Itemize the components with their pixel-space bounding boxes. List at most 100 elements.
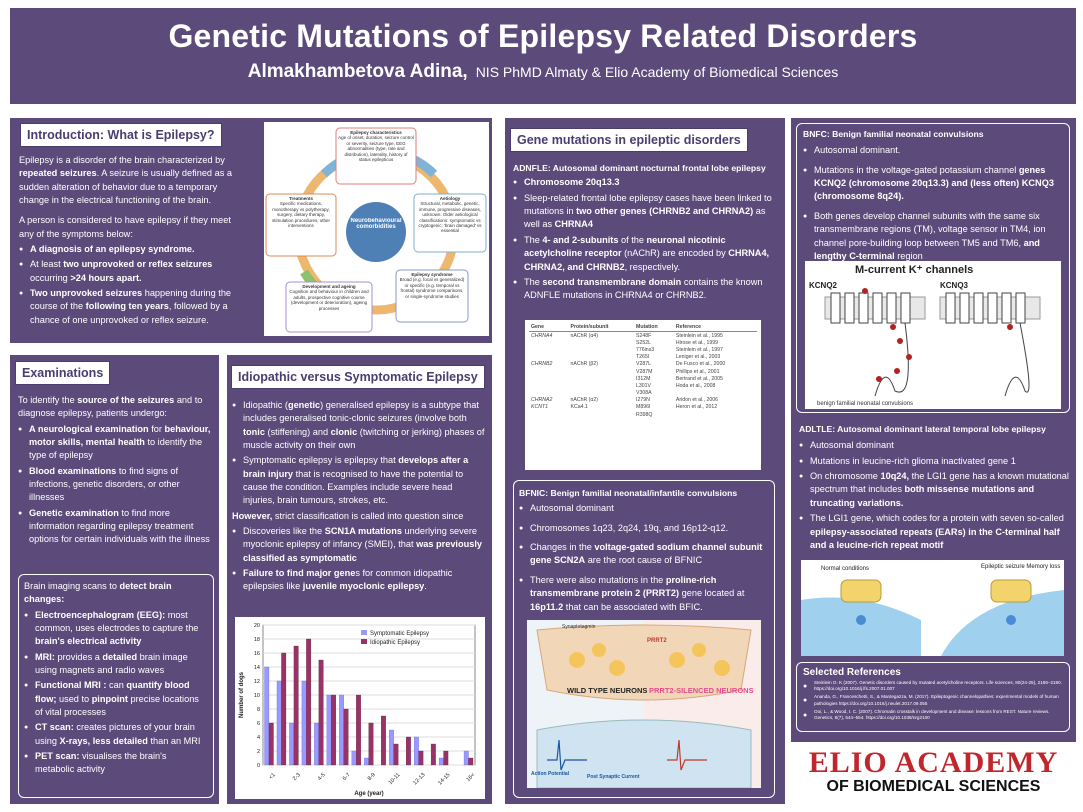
x-axis-label: Age (year) (354, 791, 383, 797)
legend-swatch (361, 630, 367, 635)
exam-bullet: Blood examinations to find signs of infe… (18, 465, 214, 505)
node-title: Epilepsy syndrome (411, 272, 453, 277)
table-cell: V287L (636, 361, 652, 368)
bar-symptomatic (463, 750, 469, 766)
intro-bullet: At least two unprovoked or reflex seizur… (19, 258, 247, 285)
y-tick-label: 16 (254, 651, 260, 657)
bfnic-heading: BFNIC: Benign familial neonatal/infantil… (519, 488, 738, 498)
table-cell (568, 339, 634, 346)
x-tick-label: 16< (466, 772, 477, 783)
bar-idiopathic (393, 743, 399, 766)
bar-symptomatic (351, 750, 357, 766)
intro-text-b: repeated seizures (19, 168, 97, 179)
intro-bullet: Two unprovoked seizures happening during… (19, 287, 247, 327)
bar-symptomatic (413, 736, 419, 766)
intro-text-2: A person is considered to have epilepsy … (19, 215, 231, 239)
node-title: Treatments (288, 196, 313, 201)
bar-idiopathic (430, 743, 436, 766)
table-cell: Bertrand et al., 2005 (675, 375, 723, 382)
table-row: 776ins3 Steinlein et al., 1997 (529, 346, 757, 353)
intro-bullet: A diagnosis of an epilepsy syndrome. (19, 243, 247, 256)
adnfle-bullet: Chromosome 20q13.3 (513, 176, 779, 189)
table-cell (529, 368, 568, 375)
bar-symptomatic (438, 757, 444, 766)
table-row: CHRNA2 nAChR (α2) I279N Aridon et al., 2006 (529, 397, 757, 404)
adnfle-bullet: The second transmembrane domain contains… (513, 276, 779, 303)
table-row: V287M Phillips et al., 2001 (529, 368, 757, 375)
exam-bullet: A neurological examination for behaviour… (18, 423, 214, 463)
bar-idiopathic (418, 750, 424, 766)
table-row: R398Q (529, 411, 757, 418)
kcnq-legend: benign familial neonatal convulsions (817, 401, 913, 407)
center-node (346, 202, 406, 262)
imaging-box: Brain imaging scans to detect brain chan… (18, 574, 214, 798)
adltle-text: ADLTLE: Autosomal dominant lateral tempo… (799, 423, 1069, 552)
bar-idiopathic (381, 715, 386, 766)
bar-idiopathic (368, 722, 374, 766)
diagram-svg: Neurobehavioural comorbidities Epilepsy … (265, 127, 487, 333)
x-tick-label: 10-11 (388, 772, 402, 786)
table-cell (529, 390, 568, 397)
bar-symptomatic (276, 680, 282, 766)
table-cell: I312M (636, 375, 651, 382)
idio-bullet: Idiopathic (genetic) generalised epileps… (232, 399, 486, 452)
references-box: Selected References Steinlein O. K (2007… (796, 662, 1070, 732)
table-cell: Leniger et al., 2003 (675, 354, 721, 361)
action-potential-label: Action Potential (531, 771, 570, 777)
legend-swatch (361, 639, 367, 644)
bar-idiopathic (293, 645, 299, 766)
table-cell (568, 411, 634, 418)
table-row: L301V Hoda et al., 2008 (529, 382, 757, 389)
table-cell (529, 354, 568, 361)
y-axis-label: Number of dogs (239, 671, 245, 718)
normal-conditions-label: Normal conditions (821, 566, 869, 572)
table-cell: Heron et al., 2012 (675, 404, 718, 411)
adltle-bullet: Mutations in leucine-rich glioma inactiv… (799, 455, 1069, 468)
bar-symptomatic (389, 729, 394, 766)
author-name: Almakhambetova Adina, (247, 61, 468, 82)
y-tick-label: 18 (254, 637, 260, 643)
intro-panel: Introduction: What is Epilepsy? Epilepsy… (10, 118, 492, 343)
bnfc-bullet: Mutations in the voltage-gated potassium… (803, 164, 1063, 204)
table-cell: Aridon et al., 2006 (675, 397, 719, 404)
bnfc-heading: BNFC: Benign familial neonatal convulsio… (803, 129, 984, 139)
node-text: Broad (e.g. focal vs generalized) or spe… (399, 277, 465, 299)
table-header-cell: Gene (531, 324, 544, 330)
table-cell: Steinlein et al., 1997 (675, 346, 723, 353)
idio-bullet: Failure to find major genes for common i… (232, 567, 486, 594)
imaging-bullet: PET scan: visualises the brain's metabol… (24, 750, 208, 777)
intro-text: Epilepsy is a disorder of the brain char… (19, 154, 247, 327)
bar-symptomatic (289, 722, 295, 766)
bar-idiopathic (468, 757, 474, 766)
node-text: Structural, metabolic, genetic, immune, … (418, 201, 482, 234)
table-cell: M896I (636, 404, 651, 411)
exam-bullet: Genetic examination to find more informa… (18, 507, 214, 547)
idiopathic-panel: Idiopathic versus Symptomatic Epilepsy I… (227, 355, 492, 804)
node-text: Specific medications, monotherapy vs pol… (271, 201, 331, 228)
idio-bullet: Discoveries like the SCN1A mutations und… (232, 525, 486, 565)
bar-idiopathic (343, 708, 349, 766)
table-row: I312M Bertrand et al., 2005 (529, 375, 757, 382)
table-cell: nAChR (α2) (570, 397, 598, 404)
bar-symptomatic (314, 722, 320, 766)
bar-symptomatic (326, 694, 332, 766)
prrt2-svg: Synaptotagmin PRRT2 WILD TYPE NEURONS PR… (527, 620, 761, 788)
x-tick-label: 14-15 (437, 772, 451, 786)
lgi1-figure: Normal conditions Epileptic seizure Memo… (801, 560, 1064, 656)
y-tick-label: 4 (257, 735, 260, 741)
table-header-cell: Mutation (636, 324, 658, 330)
adnfle-bullet: Sleep-related frontal lobe epilepsy case… (513, 192, 779, 232)
y-tick-label: 10 (254, 693, 260, 699)
node-title: Epilepsy characteristics (350, 130, 402, 135)
table-cell (529, 346, 568, 353)
logo-line2: OF BIOMEDICAL SCIENCES (826, 778, 1041, 795)
bar-idiopathic (443, 750, 449, 766)
affiliation: NIS PhMD Almaty & Elio Academy of Biomed… (475, 64, 839, 80)
mutation-table-box: Gene Protein/subunit Mutation Reference CHR… (525, 320, 761, 470)
reference-item: Ananda, G., Franceschetti, S., & Mantega… (803, 694, 1063, 707)
table-cell: V287M (636, 368, 653, 375)
table-cell (568, 390, 634, 397)
table-cell (529, 382, 568, 389)
elio-academy-logo: ELIO ACADEMY OF BIOMEDICAL SCIENCES (787, 742, 1080, 808)
y-tick-label: 20 (254, 623, 260, 629)
